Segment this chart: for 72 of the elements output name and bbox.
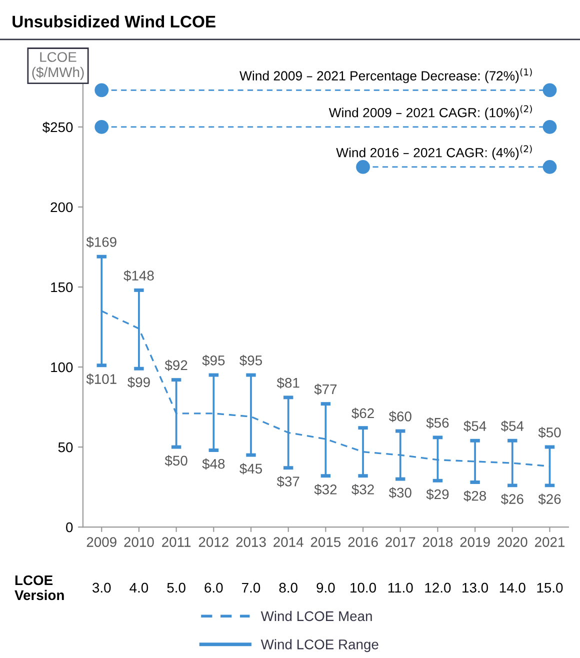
text: 14.0 xyxy=(500,582,526,593)
annotation: $26 xyxy=(500,494,524,505)
point xyxy=(542,120,557,134)
x-tick-label: 2011 xyxy=(162,537,191,547)
point xyxy=(94,120,109,134)
x-tick-label: 2013 xyxy=(236,537,266,547)
annotation: $99 xyxy=(128,376,150,388)
annotation: $62 xyxy=(352,408,374,419)
annotation: $50 xyxy=(538,426,561,438)
point xyxy=(356,160,370,174)
y-tick-label: $250 xyxy=(42,122,73,133)
annotation: $32 xyxy=(314,484,337,496)
annotation: $81 xyxy=(276,377,300,389)
text: 3.0 xyxy=(92,582,111,593)
x-tick-label: 2020 xyxy=(498,537,528,547)
y-tick-label: 50 xyxy=(58,442,73,452)
annotation: $28 xyxy=(464,490,486,502)
series-label: Wind 2009 – 2021 Percentage Decrease: (72%)$^{(1)}$ xyxy=(240,68,532,84)
point xyxy=(94,83,109,98)
y-axis-title: LCOE ($/MWh) xyxy=(32,52,84,80)
annotation: $95 xyxy=(202,354,225,366)
chart-title: Unsubsidized Wind LCOE xyxy=(12,15,216,28)
text: 5.0 xyxy=(167,582,186,593)
annotation: $54 xyxy=(464,420,486,432)
text: 7.0 xyxy=(242,582,260,593)
x-tick-label: 2015 xyxy=(310,537,341,547)
annotation: $29 xyxy=(426,488,449,500)
text: 9.0 xyxy=(316,582,335,593)
y-tick-label: 100 xyxy=(51,362,73,372)
text: 13.0 xyxy=(462,582,488,593)
legend-label: Wind LCOE Range xyxy=(260,639,378,652)
annotation: $54 xyxy=(500,420,524,432)
annotation: $101 xyxy=(86,374,116,385)
legend-label: Wind LCOE Mean xyxy=(260,610,372,622)
x-tick-label: 2017 xyxy=(386,537,416,547)
text: 10.0 xyxy=(350,582,376,593)
annotation: $148 xyxy=(124,270,154,282)
point xyxy=(542,83,557,98)
annotation: $32 xyxy=(352,484,374,496)
y-tick-label: 150 xyxy=(51,282,73,292)
text: 11.0 xyxy=(388,582,413,593)
x-tick-label: 2021 xyxy=(534,537,564,547)
text: 4.0 xyxy=(130,582,148,593)
x-tick-label: 2018 xyxy=(422,537,453,547)
annotation: $37 xyxy=(276,476,300,488)
point xyxy=(542,160,557,174)
text: 8.0 xyxy=(279,582,298,593)
annotation: $26 xyxy=(538,494,561,505)
annotation: $92 xyxy=(164,360,188,371)
text: LCOE Version xyxy=(14,575,64,600)
annotation: $60 xyxy=(388,410,412,422)
x-tick-label: 2016 xyxy=(348,537,378,547)
x-tick-label: 2012 xyxy=(198,537,228,547)
annotation: $30 xyxy=(388,487,412,498)
annotation: $50 xyxy=(164,455,188,466)
series-label: Wind 2016 – 2021 CAGR: (4%)$^{(2)}$ xyxy=(336,145,532,160)
x-tick-label: 2014 xyxy=(274,537,304,547)
x-tick-label: 2019 xyxy=(460,537,490,547)
series-label: Wind 2009 – 2021 CAGR: (10%)$^{(2)}$ xyxy=(328,105,532,120)
annotation: $45 xyxy=(240,463,262,474)
y-tick-label: 0 xyxy=(66,522,73,532)
annotation: $95 xyxy=(240,354,262,366)
annotation: $169 xyxy=(86,236,116,248)
annotation: $56 xyxy=(426,417,449,429)
text: 12.0 xyxy=(425,582,451,593)
text: 6.0 xyxy=(204,582,223,593)
x-tick-label: 2010 xyxy=(124,537,154,547)
annotation: $77 xyxy=(314,384,337,395)
y-tick-label: 200 xyxy=(50,202,73,212)
annotation: $48 xyxy=(202,458,225,470)
text: 15.0 xyxy=(537,582,563,593)
x-tick-label: 2009 xyxy=(86,537,116,547)
